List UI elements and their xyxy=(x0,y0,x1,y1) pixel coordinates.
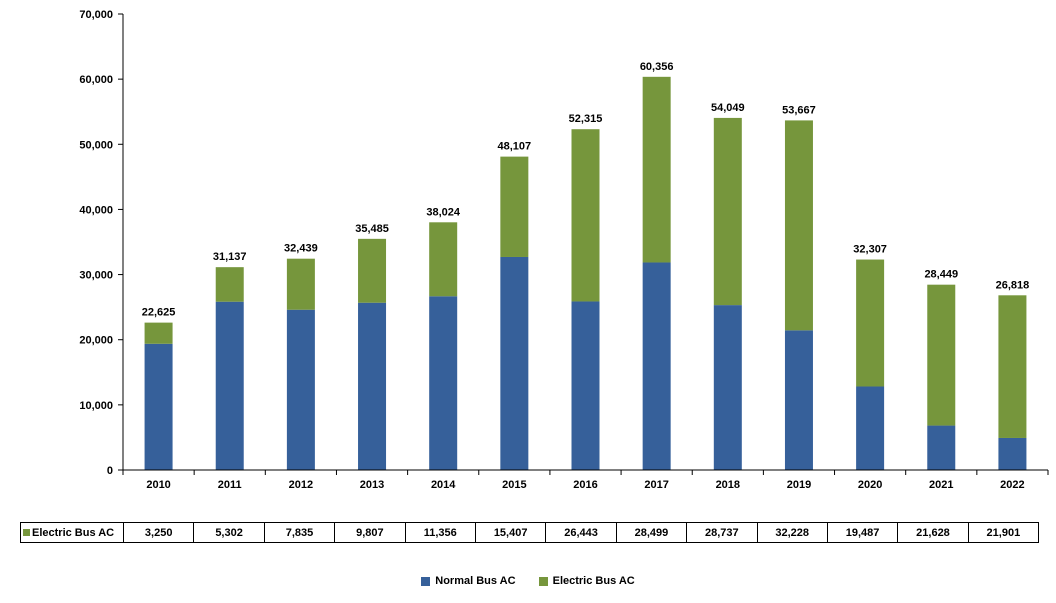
bar-electric-bus-2012 xyxy=(286,258,315,310)
data-table-cell-2022: 21,901 xyxy=(967,522,1040,543)
bar-electric-bus-2021 xyxy=(927,284,956,426)
bars xyxy=(144,76,1027,470)
total-label-2015: 48,107 xyxy=(498,141,532,153)
x-tick-label: 2010 xyxy=(146,479,170,491)
bar-electric-bus-2013 xyxy=(358,238,387,303)
x-tick-label: 2014 xyxy=(431,479,456,491)
bar-normal-bus-2013 xyxy=(358,302,387,470)
electric-bus-swatch xyxy=(23,529,30,537)
data-table-row-header: Electric Bus AC xyxy=(20,522,124,543)
total-label-2020: 32,307 xyxy=(853,244,887,256)
total-label-2022: 26,818 xyxy=(996,279,1030,291)
total-label-2012: 32,439 xyxy=(284,243,318,255)
x-tick-label: 2021 xyxy=(929,479,953,491)
bar-normal-bus-2018 xyxy=(713,305,742,470)
bar-electric-bus-2018 xyxy=(713,117,742,306)
data-table-cell-2017: 28,499 xyxy=(615,522,688,543)
x-tick-label: 2022 xyxy=(1000,479,1024,491)
bar-normal-bus-2021 xyxy=(927,425,956,470)
y-tick-label: 50,000 xyxy=(79,139,113,151)
data-table-cell-2010: 3,250 xyxy=(122,522,195,543)
total-label-2013: 35,485 xyxy=(355,223,389,235)
data-table-cell-2012: 7,835 xyxy=(263,522,336,543)
bar-normal-bus-2010 xyxy=(144,343,173,470)
x-tick-label: 2017 xyxy=(644,479,668,491)
normal-bus-swatch xyxy=(421,576,431,586)
legend: Normal Bus AC Electric Bus AC xyxy=(0,575,1056,587)
legend-item-normal-bus: Normal Bus AC xyxy=(421,575,516,587)
total-label-2021: 28,449 xyxy=(924,269,958,281)
bar-normal-bus-2020 xyxy=(856,386,885,470)
bar-electric-bus-2017 xyxy=(642,76,671,263)
x-tick-label: 2012 xyxy=(289,479,313,491)
x-tick-label: 2015 xyxy=(502,479,526,491)
total-label-2011: 31,137 xyxy=(213,251,247,263)
total-labels: 22,625 31,137 32,439 35,485 38,024 48,107 52,3… xyxy=(142,61,1030,319)
data-table-cell-2016: 26,443 xyxy=(545,522,617,543)
y-tick-label: 30,000 xyxy=(79,270,113,282)
x-tick-label: 2013 xyxy=(360,479,384,491)
bar-normal-bus-2011 xyxy=(215,301,244,470)
data-table-cell-2014: 11,356 xyxy=(404,522,476,543)
x-tick-label: 2019 xyxy=(787,479,811,491)
legend-item-electric-bus: Electric Bus AC xyxy=(538,575,635,587)
total-label-2014: 38,024 xyxy=(426,206,461,218)
bar-normal-bus-2017 xyxy=(642,262,671,470)
total-label-2018: 54,049 xyxy=(711,102,745,114)
bar-electric-bus-2022 xyxy=(998,295,1027,438)
data-table-cell-2020: 19,487 xyxy=(826,522,899,543)
y-tick-label: 10,000 xyxy=(79,400,113,412)
stacked-bar-chart: 0 10,000 20,000 30,000 40,000 50,000 60,000 70,… xyxy=(79,9,1049,491)
data-table-cell-2011: 5,302 xyxy=(193,522,265,543)
bar-normal-bus-2014 xyxy=(429,296,458,470)
x-axis: 2010 2011 2012 2013 2014 2015 2016 2017 2018 2019… xyxy=(122,469,1049,491)
bar-electric-bus-2014 xyxy=(429,222,458,297)
total-label-2010: 22,625 xyxy=(142,307,176,319)
data-table: Electric Bus AC 3,250 5,302 7,835 9,807 11,3… xyxy=(20,522,1040,543)
y-tick-label: 70,000 xyxy=(79,9,113,21)
bar-electric-bus-2015 xyxy=(500,156,529,257)
data-table-cell-2018: 28,737 xyxy=(686,522,758,543)
bar-electric-bus-2020 xyxy=(856,259,885,387)
y-tick-label: 40,000 xyxy=(79,204,113,216)
data-table-cell-2013: 9,807 xyxy=(334,522,406,543)
y-tick-label: 0 xyxy=(107,465,113,477)
data-table-row-label: Electric Bus AC xyxy=(32,526,115,539)
electric-bus-legend-swatch xyxy=(538,576,548,586)
total-label-2016: 52,315 xyxy=(569,113,603,125)
x-tick-label: 2016 xyxy=(573,479,597,491)
bar-electric-bus-2019 xyxy=(784,120,813,331)
data-table-cell-2021: 21,628 xyxy=(897,522,969,543)
data-table-cell-2015: 15,407 xyxy=(474,522,547,543)
bar-normal-bus-2022 xyxy=(998,437,1027,470)
x-tick-label: 2011 xyxy=(218,479,242,491)
bar-normal-bus-2015 xyxy=(500,256,529,470)
legend-label-normal-bus: Normal Bus AC xyxy=(435,575,516,587)
bar-normal-bus-2019 xyxy=(784,330,813,470)
x-tick-label: 2018 xyxy=(716,479,740,491)
bar-electric-bus-2016 xyxy=(571,129,600,302)
data-table-row: Electric Bus AC 3,250 5,302 7,835 9,807 11,3… xyxy=(20,522,1040,543)
legend-label-electric-bus: Electric Bus AC xyxy=(552,575,635,587)
data-table-cell-2019: 32,228 xyxy=(756,522,828,543)
bar-normal-bus-2016 xyxy=(571,301,600,470)
bar-electric-bus-2011 xyxy=(215,267,244,302)
x-tick-label: 2020 xyxy=(858,479,882,491)
total-label-2017: 60,356 xyxy=(640,61,674,73)
bar-electric-bus-2010 xyxy=(144,322,173,344)
y-tick-label: 20,000 xyxy=(79,335,113,347)
y-axis: 0 10,000 20,000 30,000 40,000 50,000 60,000 70,… xyxy=(79,9,124,477)
bar-normal-bus-2012 xyxy=(286,309,315,470)
total-label-2019: 53,667 xyxy=(782,104,816,116)
y-tick-label: 60,000 xyxy=(79,74,113,86)
